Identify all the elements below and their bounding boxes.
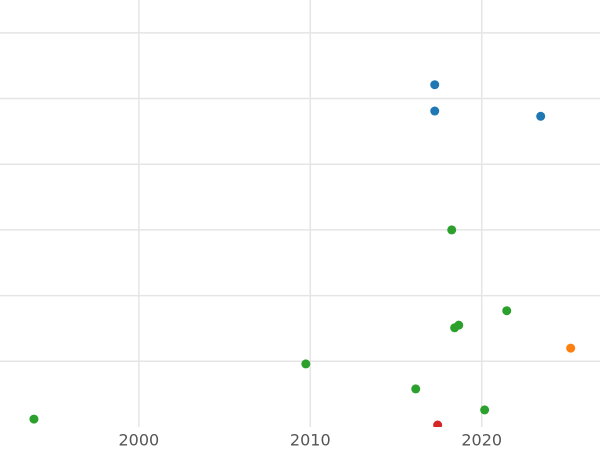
- point: [430, 106, 440, 116]
- x-tick-label: 2020: [461, 431, 502, 450]
- x-tick-label: 2010: [290, 431, 331, 450]
- point: [450, 323, 460, 333]
- points: [29, 80, 576, 427]
- point: [430, 80, 440, 90]
- point: [480, 405, 490, 415]
- grid: [0, 0, 600, 427]
- point: [29, 414, 39, 424]
- point: [433, 420, 443, 427]
- point: [447, 225, 457, 235]
- point: [536, 111, 546, 121]
- point: [502, 306, 512, 316]
- point: [411, 384, 421, 394]
- point: [301, 359, 311, 369]
- x-tick-label: 2000: [118, 431, 159, 450]
- point: [566, 343, 576, 353]
